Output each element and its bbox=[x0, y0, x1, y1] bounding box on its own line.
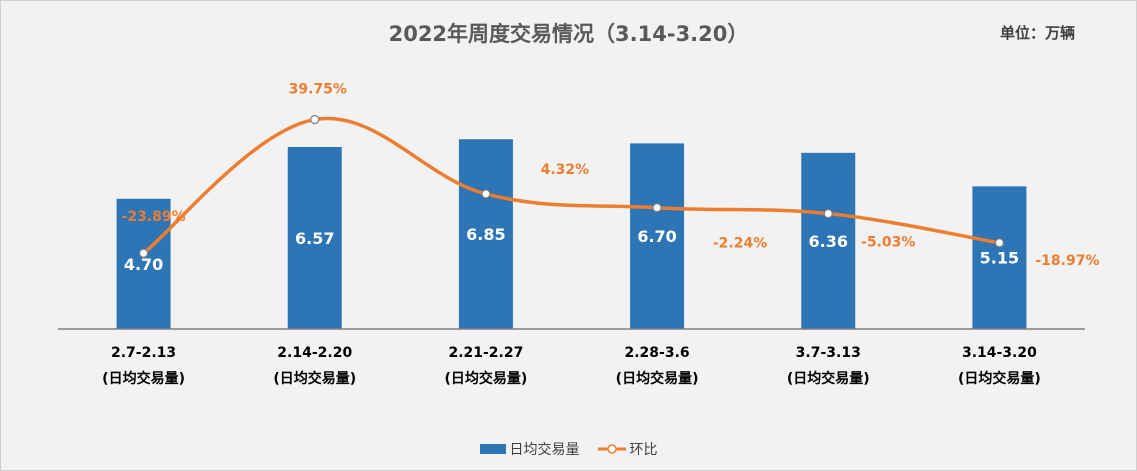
x-tick-period: 2.21-2.27 bbox=[448, 345, 524, 361]
legend: 日均交易量 环比 bbox=[0, 439, 1137, 459]
x-tick-label: 2.7-2.13 (日均交易量) bbox=[64, 340, 224, 392]
x-tick-note: (日均交易量) bbox=[786, 371, 870, 387]
x-tick-label: 3.14-3.20 (日均交易量) bbox=[919, 340, 1079, 392]
bar-2.28-3.6 bbox=[630, 143, 685, 329]
line-value-label: -5.03% bbox=[861, 235, 915, 251]
x-tick-note: (日均交易量) bbox=[444, 371, 528, 387]
line-point-2.14-2.20 bbox=[310, 114, 320, 125]
bar-3.7-3.13 bbox=[801, 152, 856, 329]
bar-value-label: 4.70 bbox=[124, 255, 163, 274]
x-tick-note: (日均交易量) bbox=[615, 371, 699, 387]
x-tick-note: (日均交易量) bbox=[273, 371, 357, 387]
bar-value-label: 6.36 bbox=[809, 232, 848, 251]
legend-bar-swatch bbox=[479, 444, 506, 454]
x-tick-period: 3.14-3.20 bbox=[961, 345, 1037, 361]
legend-line-swatch bbox=[597, 444, 626, 454]
bar-2.21-2.27 bbox=[458, 139, 513, 329]
legend-bar-label: 日均交易量 bbox=[509, 442, 580, 458]
line-value-label: -2.24% bbox=[713, 236, 767, 252]
x-tick-period: 3.7-3.13 bbox=[795, 345, 861, 361]
line-point-2.28-3.6 bbox=[652, 203, 662, 213]
bar-value-label: 6.85 bbox=[466, 225, 505, 244]
x-tick-label: 2.28-3.6 (日均交易量) bbox=[577, 340, 737, 392]
line-point-3.14-3.20 bbox=[994, 238, 1005, 248]
unit-label: 单位：万辆 bbox=[999, 24, 1075, 42]
x-tick-label: 3.7-3.13 (日均交易量) bbox=[748, 340, 908, 392]
legend-item-bar: 日均交易量 bbox=[479, 439, 580, 459]
line-point-2.21-2.27 bbox=[481, 189, 491, 199]
x-tick-label: 2.21-2.27 (日均交易量) bbox=[406, 340, 566, 392]
bar-2.7-2.13 bbox=[116, 198, 171, 329]
x-tick-label: 2.14-2.20 (日均交易量) bbox=[235, 340, 395, 392]
x-tick-period: 2.28-3.6 bbox=[624, 345, 690, 361]
line-point-2.7-2.13 bbox=[138, 248, 149, 258]
line-series-huanbi bbox=[141, 116, 1002, 255]
bar-value-label: 6.57 bbox=[295, 229, 334, 248]
chart-title: 2022年周度交易情况（3.14-3.20） bbox=[388, 22, 749, 46]
line-value-label: 4.32% bbox=[541, 162, 590, 178]
line-value-label: -18.97% bbox=[1035, 253, 1099, 269]
legend-line-label: 环比 bbox=[629, 442, 658, 458]
line-value-label: -23.89% bbox=[122, 209, 186, 225]
bar-value-label: 5.15 bbox=[980, 249, 1019, 268]
bar-2.14-2.20 bbox=[287, 147, 342, 329]
line-value-label: 39.75% bbox=[289, 82, 347, 98]
x-tick-period: 2.7-2.13 bbox=[111, 345, 177, 361]
x-tick-note: (日均交易量) bbox=[958, 371, 1041, 387]
x-tick-period: 2.14-2.20 bbox=[277, 345, 353, 361]
bar-value-label: 6.70 bbox=[637, 227, 676, 246]
line-point-3.7-3.13 bbox=[823, 208, 833, 219]
bar-3.14-3.20 bbox=[972, 186, 1027, 329]
legend-item-line: 环比 bbox=[597, 439, 658, 459]
x-tick-note: (日均交易量) bbox=[102, 371, 185, 387]
